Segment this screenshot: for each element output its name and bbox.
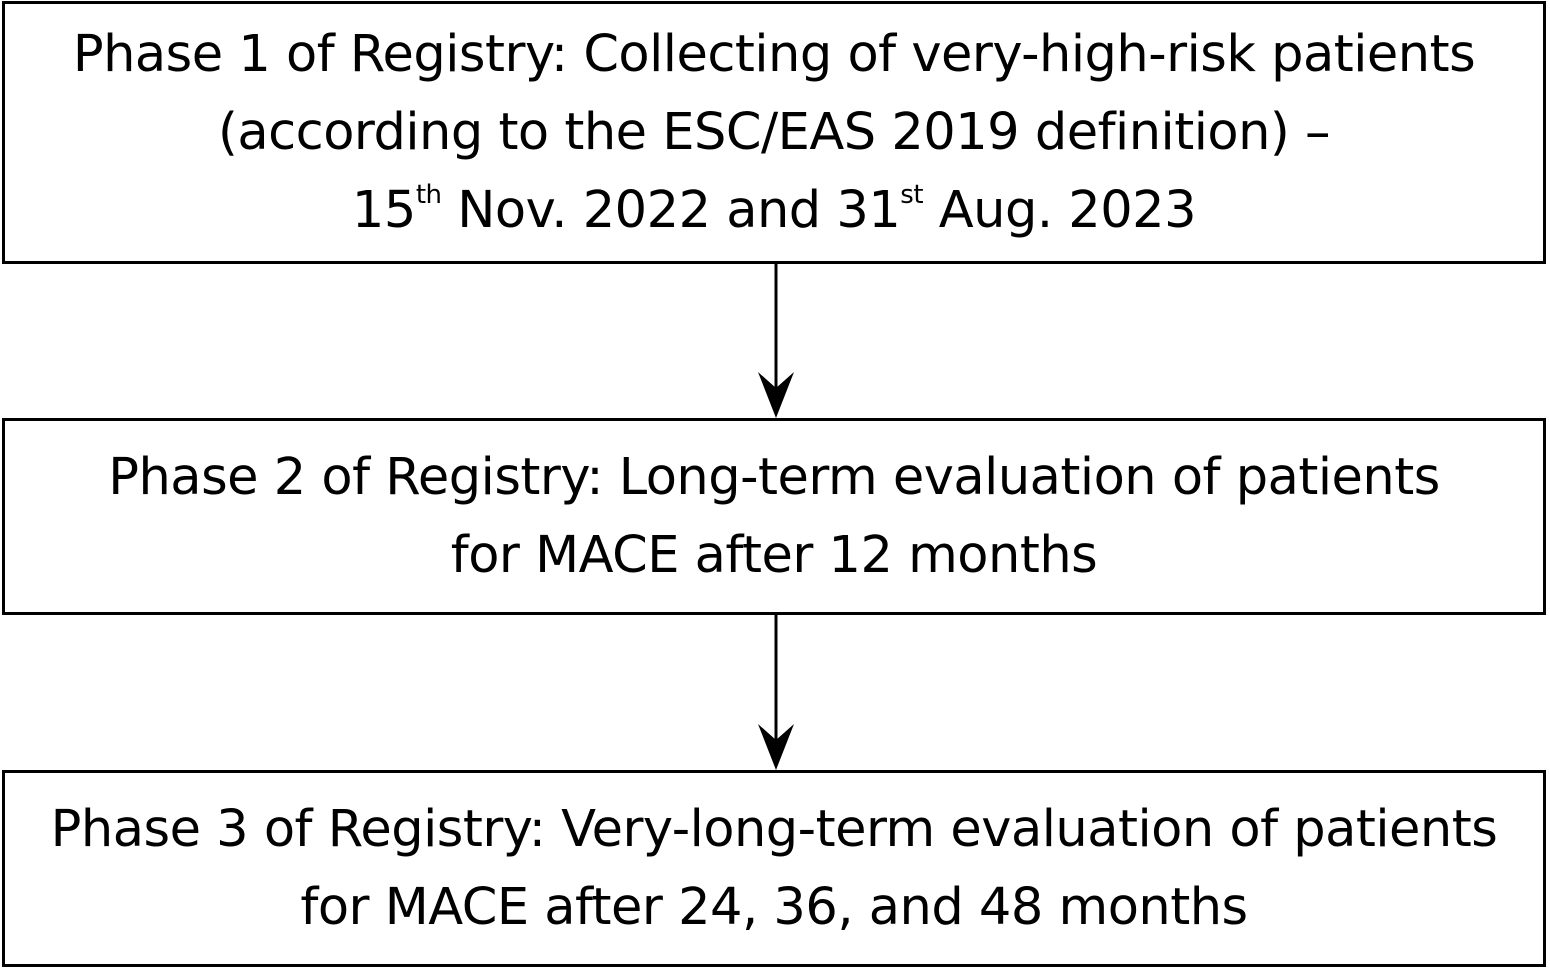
phase-1-date-line: 15th Nov. 2022 and 31st Aug. 2023 bbox=[351, 172, 1197, 250]
end-day: 31 bbox=[836, 180, 901, 240]
end-rest: Aug. 2023 bbox=[923, 180, 1197, 240]
start-day-suffix: th bbox=[415, 179, 442, 210]
arrow-phase-2-to-3 bbox=[758, 615, 794, 770]
start-day: 15 bbox=[351, 180, 416, 240]
end-day-suffix: st bbox=[900, 179, 924, 210]
arrow-down-icon bbox=[758, 372, 794, 418]
phase-1-line-1: Phase 1 of Registry: Collecting of very-… bbox=[72, 24, 1476, 84]
phase-2-line-2: for MACE after 12 months bbox=[450, 525, 1098, 585]
phase-3-line-2: for MACE after 24, 36, and 48 months bbox=[300, 877, 1248, 937]
phase-2-line-1: Phase 2 of Registry: Long-term evaluatio… bbox=[108, 447, 1440, 507]
phase-3-box: Phase 3 of Registry: Very-long-term eval… bbox=[2, 770, 1546, 967]
arrow-phase-1-to-2 bbox=[758, 264, 794, 418]
phase-1-box: Phase 1 of Registry: Collecting of very-… bbox=[2, 1, 1546, 264]
phase-2-box: Phase 2 of Registry: Long-term evaluatio… bbox=[2, 418, 1546, 615]
phase-1-line-2: (according to the ESC/EAS 2019 definitio… bbox=[217, 102, 1331, 162]
arrow-down-icon bbox=[758, 724, 794, 770]
start-rest: Nov. 2022 and bbox=[441, 180, 837, 240]
phase-3-line-1: Phase 3 of Registry: Very-long-term eval… bbox=[50, 799, 1498, 859]
